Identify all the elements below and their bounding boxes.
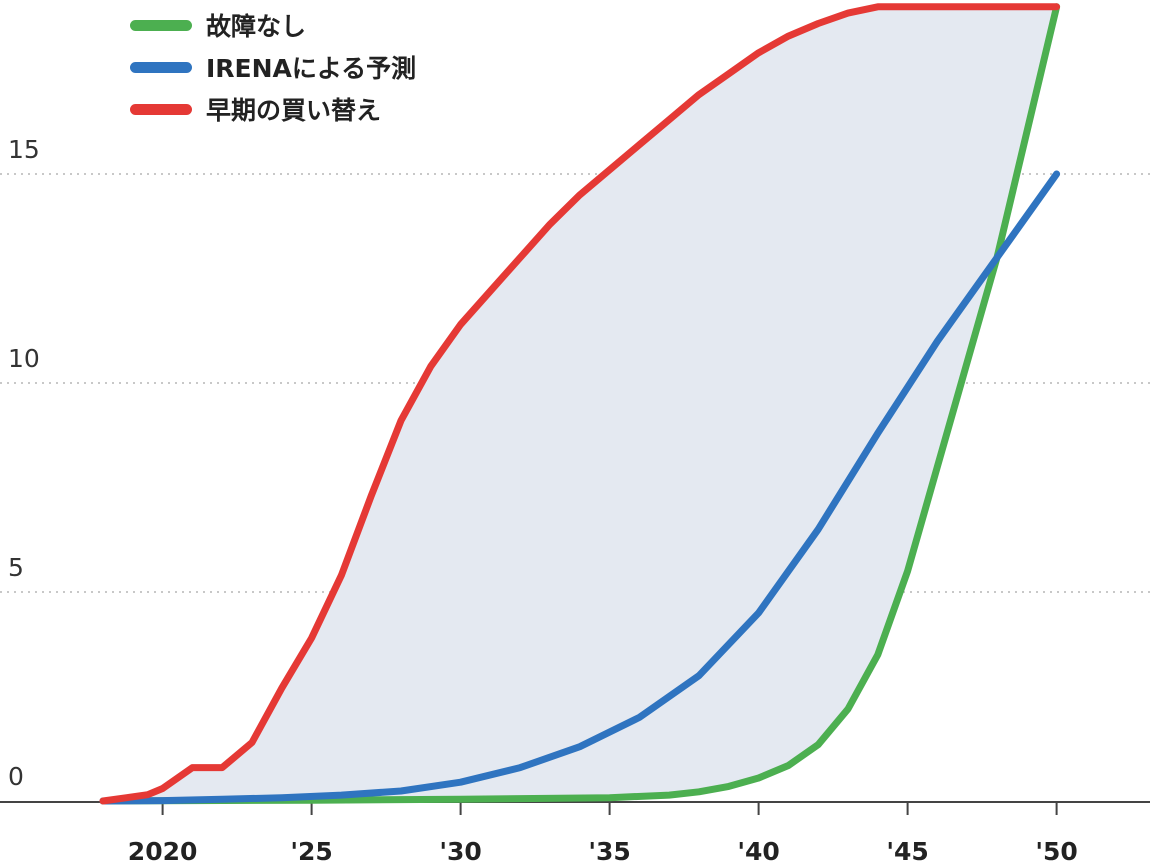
x-tick-label-30: '30 xyxy=(439,837,481,866)
legend-item-early-replacement: 早期の買い替え xyxy=(130,88,416,130)
legend-swatch-irena-forecast xyxy=(130,61,192,73)
x-tick-labels: 2020 '25 '30 '35 '40 '45 '50 xyxy=(128,837,1078,866)
shaded-area-layer xyxy=(103,6,1057,802)
legend-label-no-failure: 故障なし xyxy=(206,12,307,41)
legend-label-irena-forecast: IRENAによる予測 xyxy=(206,54,417,83)
series-layer xyxy=(99,3,1061,805)
series-line-irena-forecast xyxy=(99,170,1061,805)
x-tick-label-25: '25 xyxy=(290,837,332,866)
legend-item-no-failure: 故障なし xyxy=(130,4,416,46)
legend-swatch-no-failure xyxy=(130,19,192,31)
x-tick-label-50: '50 xyxy=(1035,837,1077,866)
legend-item-irena-forecast: IRENAによる予測 xyxy=(130,46,416,88)
y-tick-labels: 0 5 10 15 xyxy=(8,135,40,791)
x-tick-label-2020: 2020 xyxy=(128,837,198,866)
legend-label-early-replacement: 早期の買い替え xyxy=(206,96,382,125)
legend: 故障なし IRENAによる予測 早期の買い替え xyxy=(130,4,416,130)
series-line-no-failure xyxy=(99,3,1061,805)
x-tick-label-40: '40 xyxy=(737,837,779,866)
x-tick-label-45: '45 xyxy=(886,837,928,866)
y-tick-label-5: 5 xyxy=(8,553,24,582)
y-tick-label-15: 15 xyxy=(8,135,40,164)
legend-swatch-early-replacement xyxy=(130,103,192,115)
series-line-early-replacement xyxy=(99,3,1061,805)
y-tick-label-10: 10 xyxy=(8,344,40,373)
shaded-region xyxy=(103,6,1057,802)
x-tick-label-35: '35 xyxy=(588,837,630,866)
y-tick-label-0: 0 xyxy=(8,762,24,791)
